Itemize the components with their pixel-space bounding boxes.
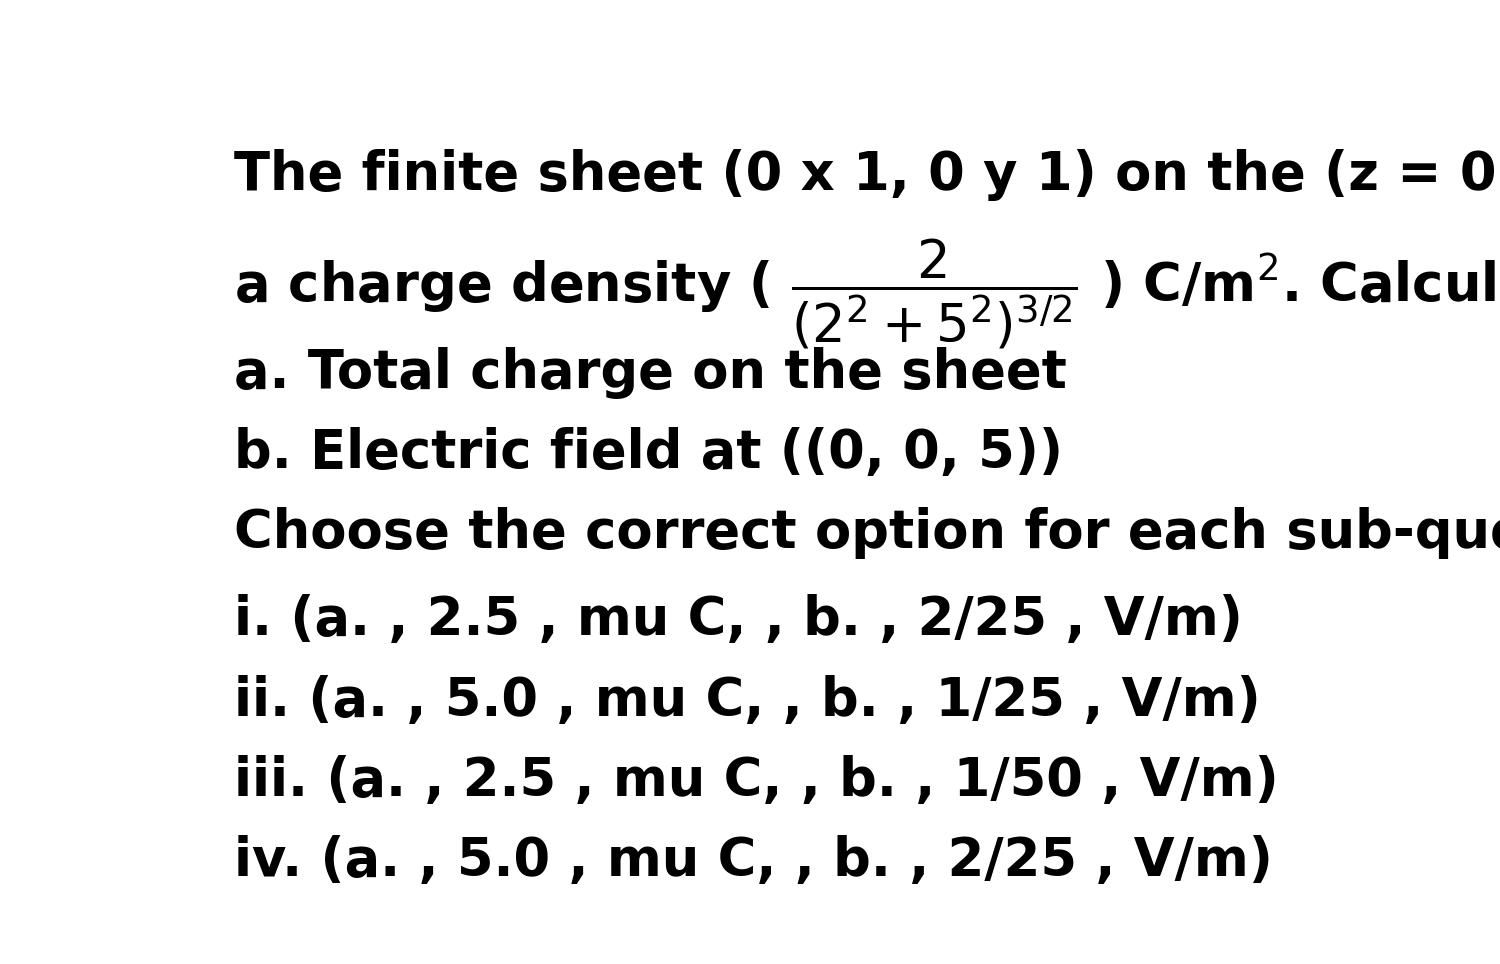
Text: a. Total charge on the sheet: a. Total charge on the sheet xyxy=(234,346,1066,398)
Text: a charge density ( $\dfrac{2}{(2^2+5^2)^{3/2}}$ ) C/m$^2$. Calculate:: a charge density ( $\dfrac{2}{(2^2+5^2)^… xyxy=(234,237,1500,352)
Text: The finite sheet (0 x 1, 0 y 1) on the (z = 0) plane has: The finite sheet (0 x 1, 0 y 1) on the (… xyxy=(234,149,1500,201)
Text: ii. (a. , 5.0 , mu C, , b. , 1/25 , V/m): ii. (a. , 5.0 , mu C, , b. , 1/25 , V/m) xyxy=(234,675,1260,727)
Text: i. (a. , 2.5 , mu C, , b. , 2/25 , V/m): i. (a. , 2.5 , mu C, , b. , 2/25 , V/m) xyxy=(234,595,1244,647)
Text: b. Electric field at ((0, 0, 5)): b. Electric field at ((0, 0, 5)) xyxy=(234,427,1064,479)
Text: iii. (a. , 2.5 , mu C, , b. , 1/50 , V/m): iii. (a. , 2.5 , mu C, , b. , 1/50 , V/m… xyxy=(234,755,1278,807)
Text: Choose the correct option for each sub-question:: Choose the correct option for each sub-q… xyxy=(234,507,1500,559)
Text: iv. (a. , 5.0 , mu C, , b. , 2/25 , V/m): iv. (a. , 5.0 , mu C, , b. , 2/25 , V/m) xyxy=(234,835,1274,887)
